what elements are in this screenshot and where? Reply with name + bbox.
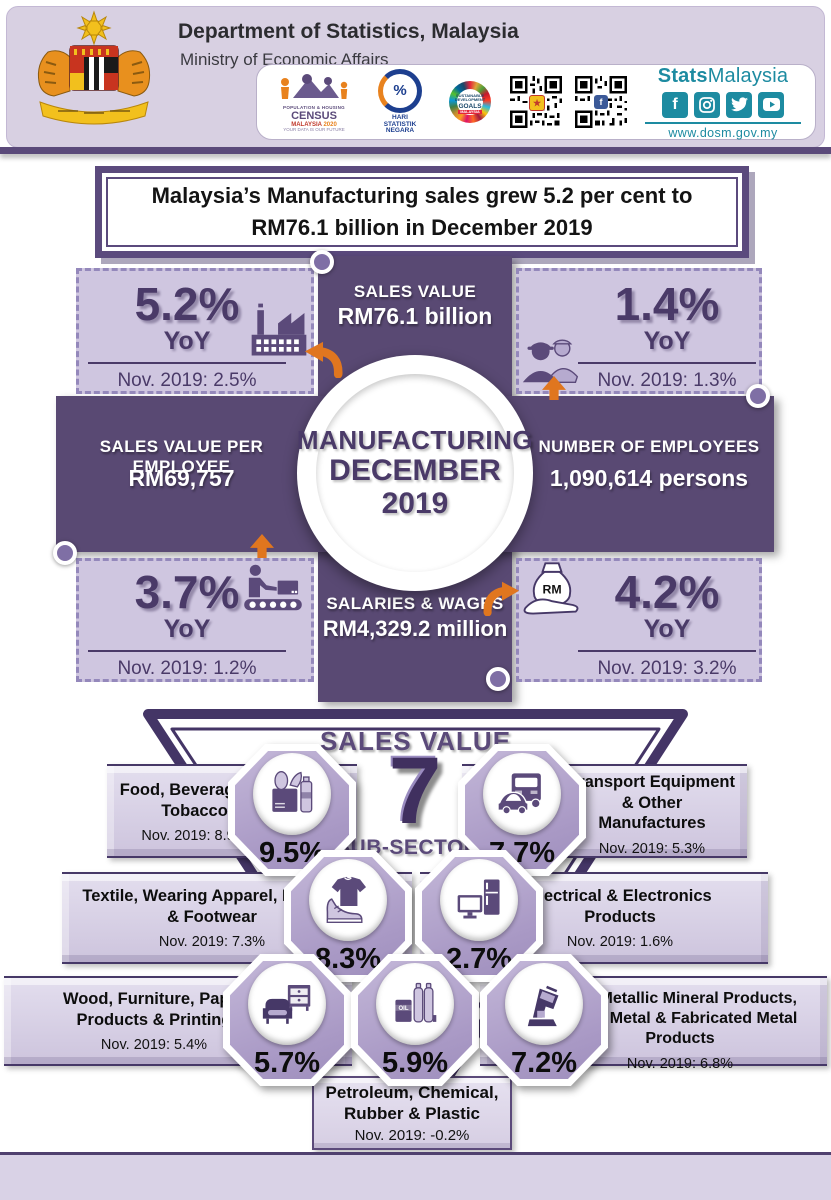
hari-statistik-logo: % HARI STATISTIK NEGARA — [370, 68, 430, 135]
website-url: www.dosm.gov.my — [645, 121, 801, 140]
employees-yoy: 1.4% — [614, 278, 720, 330]
instagram-icon — [694, 91, 720, 118]
sales-value-yoy: 5.2% — [134, 278, 240, 330]
conveyor-icon — [244, 564, 302, 611]
employees-label: NUMBER OF EMPLOYEES — [538, 437, 760, 456]
header-divider — [0, 147, 831, 154]
malaysia-coat-of-arms-icon — [37, 10, 151, 125]
employees-prev: Nov. 2019: 1.3% — [597, 370, 737, 391]
subsector-count: 7 — [388, 738, 442, 844]
headline-banner: Malaysia’s Manufacturing sales grew 5.2 … — [95, 166, 749, 258]
sector-octagon-metal: 7.2% — [480, 954, 608, 1086]
qr-code-dosm: ★ — [510, 76, 562, 128]
curved-arrow-icon — [304, 341, 343, 378]
census-figures-icon — [281, 74, 348, 99]
sales-per-employee-yoy-box: 3.7% YoY Nov. 2019: 1.2% — [76, 558, 314, 682]
stats-malaysia-brand: StatsMalaysia — [657, 64, 789, 87]
appliances-icon — [457, 879, 500, 919]
sector-box-petroleum: Petroleum, Chemical, Rubber & Plastic No… — [312, 1076, 512, 1150]
sector-previous: Nov. 2019: -0.2% — [354, 1127, 470, 1145]
money-bag-icon: RM — [523, 562, 579, 615]
qr-code-facebook: f — [575, 76, 627, 128]
qr-crest-badge: ★ — [529, 95, 545, 111]
sales-value-prev: Nov. 2019: 2.5% — [117, 370, 257, 391]
salaries-amount: RM4,329.2 million — [322, 616, 508, 641]
logo-strip: POPULATION & HOUSING CENSUS MALAYSIA 202… — [256, 64, 816, 140]
oil-icon: OIL — [395, 982, 437, 1023]
salaries-prev: Nov. 2019: 3.2% — [597, 658, 737, 679]
sector-value: 5.9% — [381, 1047, 449, 1079]
youtube-icon — [758, 91, 784, 118]
employees-amount: 1,090,614 persons — [549, 465, 749, 491]
sales-value-label: SALES VALUE — [353, 282, 477, 301]
hub-title-line1: MANUFACTURING — [296, 424, 534, 455]
headline-line1: Malaysia’s Manufacturing sales grew 5.2 … — [151, 183, 693, 209]
sector-octagon-wood: 5.7% — [223, 954, 351, 1086]
percent-ring-icon: % — [378, 68, 422, 113]
facebook-icon: f — [662, 91, 688, 118]
machinery-icon — [527, 985, 559, 1027]
sales-per-employee-yoy: 3.7% — [134, 566, 240, 618]
up-arrow-icon — [542, 376, 566, 400]
salaries-label: SALARIES & WAGES — [326, 594, 504, 613]
svg-text:RM: RM — [542, 583, 561, 597]
sales-value-yoy-box: 5.2% YoY Nov. 2019: 2.5% — [76, 268, 314, 394]
census-2020-logo: POPULATION & HOUSING CENSUS MALAYSIA 202… — [271, 72, 357, 132]
facebook-badge-icon: f — [594, 95, 608, 109]
qr-pattern-icon — [575, 76, 627, 128]
factory-icon — [251, 303, 307, 356]
center-hub: MANUFACTURING DECEMBER 2019 — [297, 355, 533, 591]
stats-malaysia-block: StatsMalaysia f www.dosm.gov.my — [645, 65, 801, 140]
pin-dot — [53, 541, 77, 565]
furniture-icon — [262, 985, 311, 1024]
headline-line2: RM76.1 billion in December 2019 — [251, 215, 593, 240]
vehicles-icon — [498, 773, 541, 815]
sdg-goals-logo: SUSTAINABLE DEVELOPMENT GOALS MALAYSIA — [443, 81, 497, 123]
salaries-yoy: 4.2% — [614, 566, 720, 618]
sector-value: 5.7% — [253, 1047, 321, 1079]
twitter-icon — [726, 91, 752, 118]
pin-dot — [310, 250, 334, 274]
sector-name: Transport Equipment & Other Manufactures — [569, 773, 735, 833]
down-arrow-icon — [250, 534, 274, 558]
department-title: Department of Statistics, Malaysia — [178, 20, 519, 43]
pin-dot — [486, 667, 510, 691]
subsectors-section-title: SALES VALUE — [319, 726, 512, 756]
sales-per-employee-amount: RM69,757 — [128, 465, 235, 491]
sdg-wheel-icon: SUSTAINABLE DEVELOPMENT GOALS MALAYSIA — [449, 81, 491, 123]
sales-value-amount: RM76.1 billion — [337, 303, 493, 329]
pin-dot — [746, 384, 770, 408]
sector-previous: Nov. 2019: 5.3% — [598, 840, 706, 857]
hub-title-line2: DECEMBER 2019 — [329, 454, 501, 521]
sales-per-employee-prev: Nov. 2019: 1.2% — [117, 658, 257, 679]
groceries-icon — [272, 771, 313, 813]
sector-name: Petroleum, Chemical, Rubber & Plastic — [325, 1082, 499, 1123]
svg-text:OIL: OIL — [399, 1006, 409, 1012]
footer-bar — [0, 1152, 831, 1200]
apparel-icon — [326, 876, 366, 924]
sales-per-employee-label: SALES VALUE PER EMPLOYEE — [99, 437, 264, 476]
sector-octagon-petroleum: OIL 5.9% — [351, 954, 479, 1086]
sector-value: 7.2% — [510, 1047, 578, 1079]
curved-arrow-icon — [483, 581, 520, 616]
